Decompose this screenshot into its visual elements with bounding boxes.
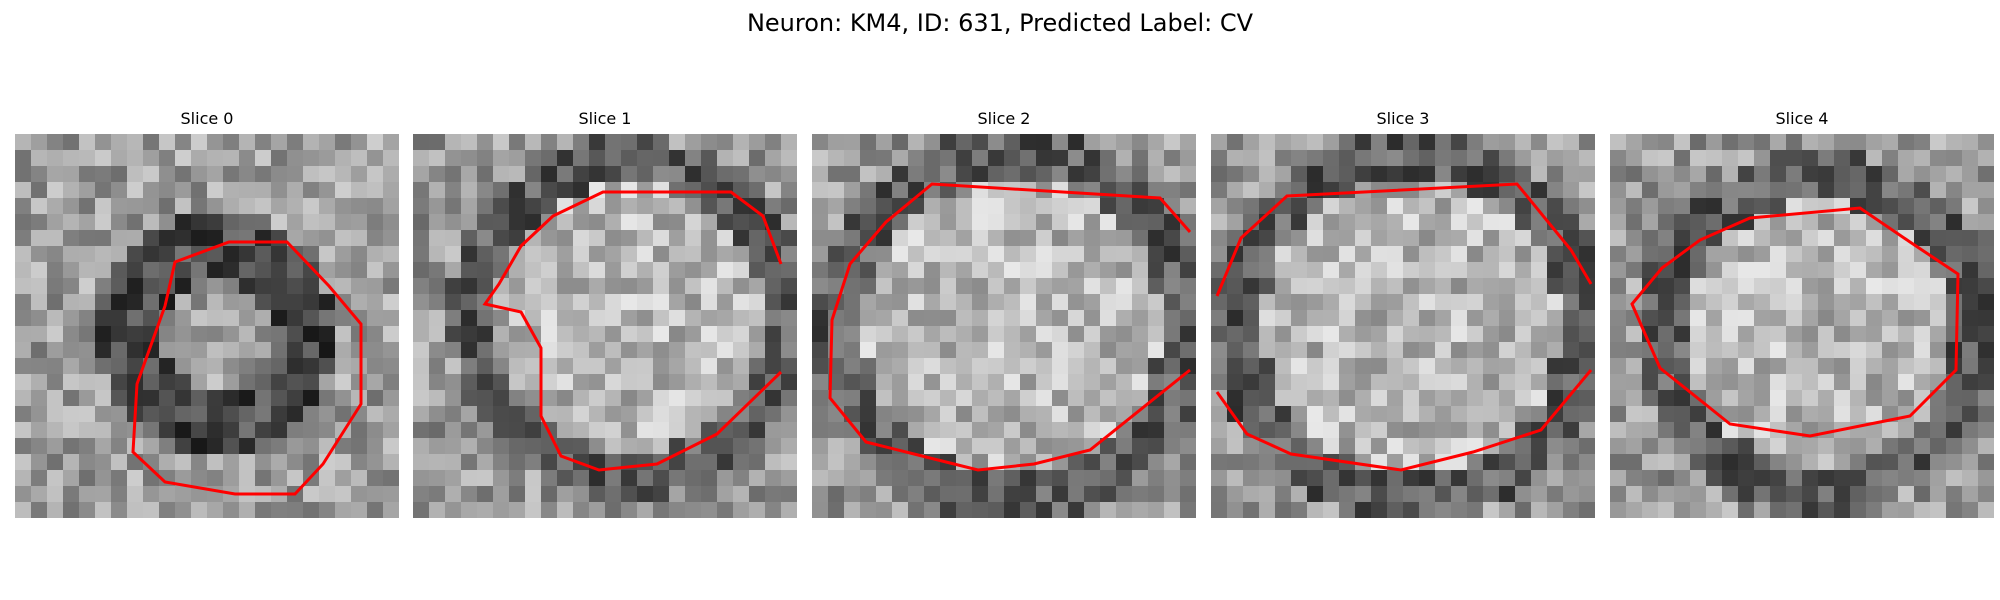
microscopy-image: [413, 134, 797, 518]
segmentation-outline: [1215, 182, 1593, 297]
microscopy-image: [1211, 134, 1595, 518]
slice-panel-1: Slice 1: [413, 108, 797, 518]
image-pixels: [1610, 134, 1994, 518]
slice-title: Slice 2: [977, 109, 1031, 128]
slice-title: Slice 4: [1775, 109, 1829, 128]
microscopy-image: [1610, 134, 1994, 518]
image-pixels: [1211, 134, 1595, 518]
image-pixels: [15, 134, 399, 518]
slice-panel-2: Slice 2: [812, 108, 1196, 518]
microscopy-image: [15, 134, 399, 518]
slice-title: Slice 1: [578, 109, 632, 128]
segmentation-outline: [1630, 206, 1960, 438]
microscopy-image: [812, 134, 1196, 518]
slice-panel-4: Slice 4: [1610, 108, 1994, 518]
segmentation-outline: [828, 182, 1192, 472]
slice-title: Slice 3: [1376, 109, 1430, 128]
figure-title: Neuron: KM4, ID: 631, Predicted Label: C…: [746, 9, 1254, 37]
segmentation-outline: [131, 240, 363, 496]
segmentation-outline: [1215, 369, 1593, 472]
image-pixels: [812, 134, 1196, 518]
slice-panel-0: Slice 0: [15, 108, 399, 518]
slice-panel-3: Slice 3: [1211, 108, 1595, 518]
segmentation-outline: [482, 190, 783, 472]
slice-title: Slice 0: [180, 109, 234, 128]
image-pixels: [413, 134, 797, 518]
